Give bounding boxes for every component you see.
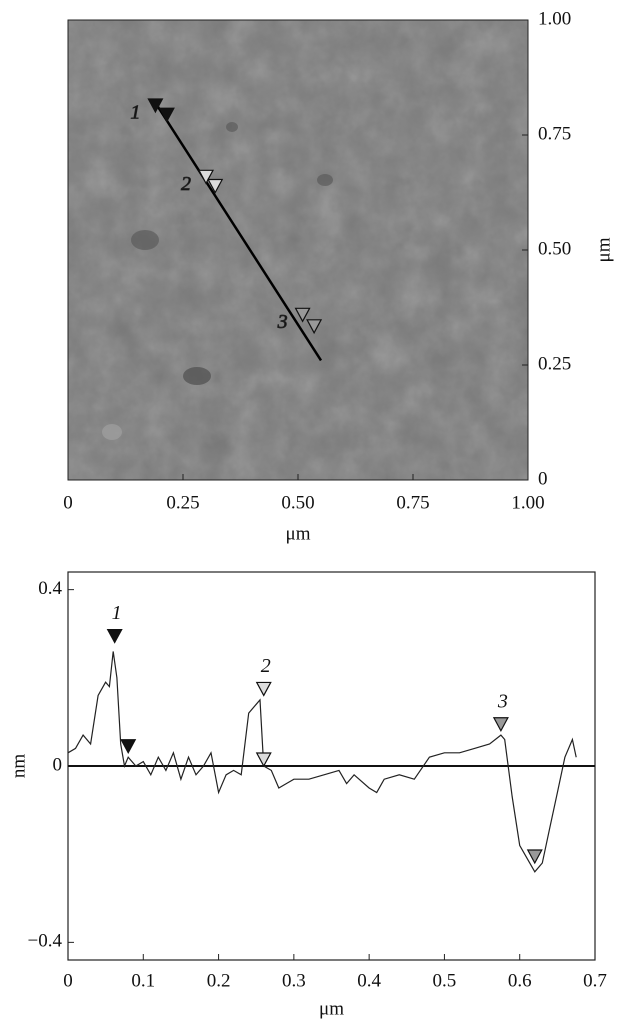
x-tick-label: 0.7 <box>583 970 607 991</box>
x-tick-label: 0.3 <box>282 970 306 991</box>
y-tick-label: −0.4 <box>28 931 63 952</box>
x-tick-label: 0 <box>63 492 73 513</box>
scan-marker <box>197 169 215 185</box>
y-axis-label: nm <box>8 754 29 779</box>
y-tick-label: 0.50 <box>538 238 571 259</box>
surface-pit <box>317 174 333 186</box>
x-tick-label: 0.6 <box>508 970 532 991</box>
afm-image <box>68 20 528 480</box>
surface-pit <box>183 367 211 385</box>
y-tick-label: 0 <box>538 468 548 489</box>
x-tick-label: 1.00 <box>511 492 544 513</box>
x-tick-label: 0.4 <box>357 970 381 991</box>
y-axis-label: μm <box>593 237 614 262</box>
profile-marker <box>526 849 543 865</box>
scan-marker <box>147 98 164 114</box>
x-axis-label: μm <box>286 523 311 544</box>
x-tick-label: 0 <box>63 970 73 991</box>
profile-marker <box>106 628 123 644</box>
y-tick-label: 0.25 <box>538 353 571 374</box>
profile-marker <box>255 681 272 697</box>
scan-marker <box>207 178 224 194</box>
profile-marker <box>492 717 509 732</box>
y-tick-label: 0.4 <box>38 578 62 599</box>
surface-bump <box>102 424 122 440</box>
y-tick-label: 0 <box>53 754 63 775</box>
profile-marker <box>255 752 272 768</box>
marker-label: 2 <box>181 173 191 195</box>
y-tick-label: 0.75 <box>538 123 571 144</box>
marker-label: 1 <box>130 102 140 124</box>
scan-line <box>154 102 323 362</box>
marker-label: 1 <box>112 602 122 624</box>
marker-label: 3 <box>277 311 288 333</box>
y-tick-label: 1.00 <box>538 8 571 29</box>
x-tick-label: 0.2 <box>207 970 231 991</box>
scan-marker <box>306 319 323 335</box>
x-tick-label: 0.1 <box>131 970 155 991</box>
surface-pit <box>226 122 238 132</box>
profile-marker <box>120 739 137 755</box>
scan-marker <box>158 107 175 123</box>
x-tick-label: 0.5 <box>433 970 457 991</box>
profile-line <box>67 651 577 873</box>
scan-marker <box>294 307 311 323</box>
x-tick-label: 0.50 <box>281 492 314 513</box>
surface-pit <box>131 230 159 250</box>
x-axis-label: μm <box>319 998 344 1019</box>
marker-label: 3 <box>497 690 508 712</box>
image-texture <box>68 20 528 480</box>
x-tick-label: 0.75 <box>396 492 429 513</box>
marker-label: 2 <box>261 655 271 677</box>
x-tick-label: 0.25 <box>166 492 199 513</box>
